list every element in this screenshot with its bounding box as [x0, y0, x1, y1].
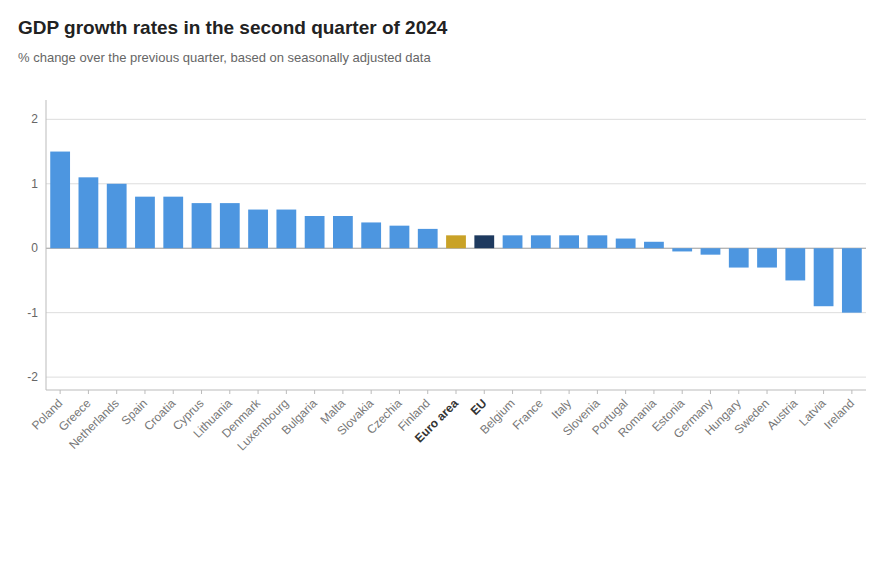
x-tick [60, 390, 61, 394]
grid-line [46, 119, 866, 120]
x-tick [767, 390, 768, 394]
x-tick [682, 390, 683, 394]
x-tick [625, 390, 626, 394]
bar [729, 248, 749, 267]
x-tick-label: Croatia [141, 396, 178, 433]
x-tick [427, 390, 428, 394]
bar [305, 216, 325, 248]
x-tick-label: EU [468, 396, 490, 418]
x-tick [795, 390, 796, 394]
x-tick [597, 390, 598, 394]
x-tick [201, 390, 202, 394]
grid [46, 119, 866, 377]
bar [616, 239, 636, 249]
bar [135, 197, 155, 249]
chart: GDP growth rates in the second quarter o… [0, 0, 886, 574]
bar [333, 216, 353, 248]
x-tick-label: France [510, 396, 547, 433]
x-tick-label: Netherlands [66, 396, 122, 452]
y-tick-label: -1 [27, 306, 38, 320]
y-axis-line [46, 100, 47, 390]
bar [701, 248, 721, 254]
x-tick [456, 390, 457, 394]
bar [814, 248, 834, 306]
x-tick [653, 390, 654, 394]
y-tick-label: -2 [27, 370, 38, 384]
x-tick [569, 390, 570, 394]
y-tick-label: 0 [31, 241, 38, 255]
bar [107, 184, 127, 248]
bar [842, 248, 862, 312]
x-tick [144, 390, 145, 394]
x-tick-label: Belgium [477, 396, 518, 437]
x-tick-label: Romania [615, 396, 659, 440]
y-tick-label: 1 [31, 177, 38, 191]
x-tick [173, 390, 174, 394]
bar [390, 226, 410, 249]
x-tick-label: Czechia [364, 396, 405, 437]
x-tick [399, 390, 400, 394]
x-tick [88, 390, 89, 394]
x-tick [851, 390, 852, 394]
bar [757, 248, 777, 267]
x-tick-label: Sweden [732, 396, 773, 437]
y-tick-label: 2 [31, 112, 38, 126]
bar [503, 235, 523, 248]
bar [559, 235, 579, 248]
grid-line [46, 312, 866, 313]
x-tick [823, 390, 824, 394]
bar [531, 235, 551, 248]
x-tick [342, 390, 343, 394]
bar [785, 248, 805, 280]
bar [587, 235, 607, 248]
x-tick [540, 390, 541, 394]
bar [276, 210, 296, 249]
bar [418, 229, 438, 248]
x-tick-label: Bulgaria [279, 396, 320, 437]
subtitle: % change over the previous quarter, base… [18, 50, 431, 65]
x-tick [371, 390, 372, 394]
x-tick [286, 390, 287, 394]
x-tick [116, 390, 117, 394]
bar [474, 235, 494, 248]
x-tick-label: Austria [764, 396, 801, 433]
x-tick [484, 390, 485, 394]
x-tick-label: Ireland [821, 396, 857, 432]
bars [50, 152, 862, 313]
x-tick [314, 390, 315, 394]
title: GDP growth rates in the second quarter o… [18, 17, 448, 38]
bar [192, 203, 212, 248]
bar [644, 242, 664, 248]
x-tick [738, 390, 739, 394]
x-tick [512, 390, 513, 394]
x-tick [710, 390, 711, 394]
grid-line [46, 377, 866, 378]
bar [446, 235, 466, 248]
bar [220, 203, 240, 248]
bar [248, 210, 268, 249]
bar [50, 152, 70, 249]
x-tick [229, 390, 230, 394]
bar [361, 222, 381, 248]
bar [163, 197, 183, 249]
x-tick [258, 390, 259, 394]
bar [672, 248, 692, 251]
bar [79, 177, 99, 248]
x-tick-label: Euro area [412, 396, 461, 445]
grid-line [46, 183, 866, 184]
